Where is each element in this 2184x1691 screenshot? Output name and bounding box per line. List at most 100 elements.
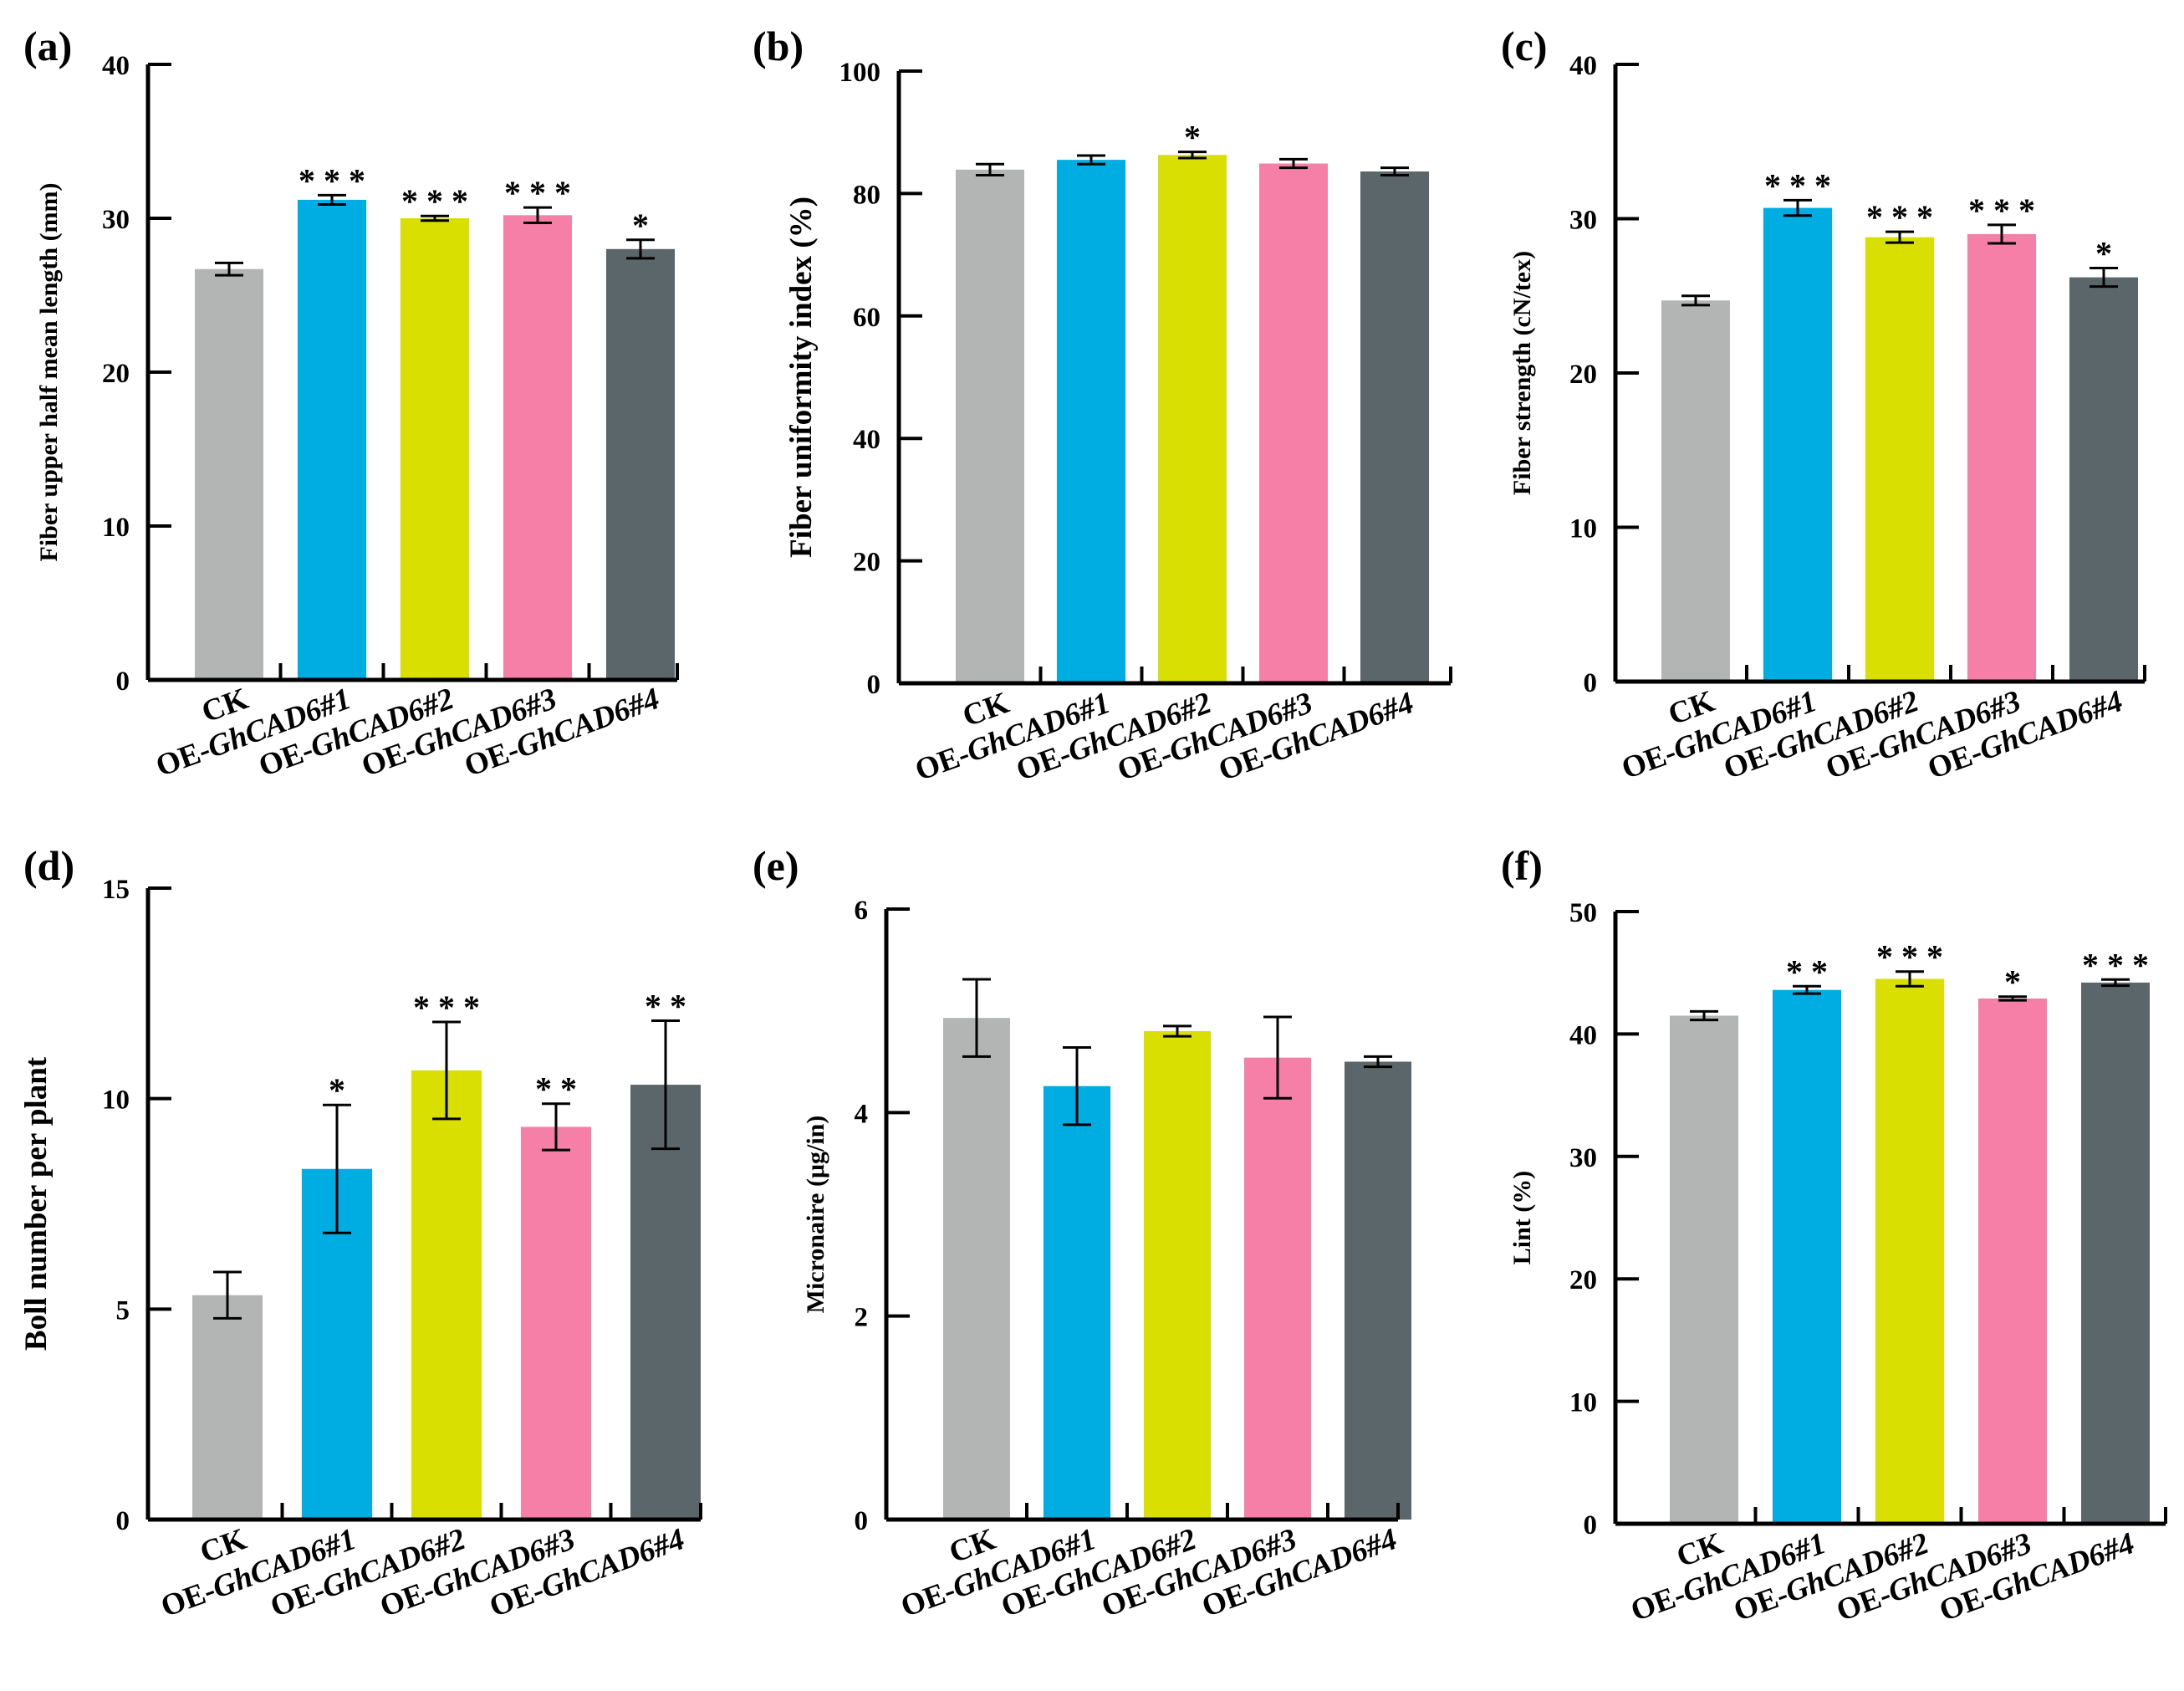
panel-label: (d) (23, 842, 74, 889)
y-tick-label: 50 (1569, 898, 1597, 928)
bar-OE-GhCAD6#1 (1044, 1086, 1110, 1520)
error-bar (2101, 978, 2130, 988)
error-bar (1690, 1009, 1718, 1022)
bar-OE-GhCAD6#3 (521, 1126, 591, 1520)
y-tick-label: 20 (102, 359, 130, 389)
error-bar (1178, 151, 1207, 160)
y-tick-label: 30 (1569, 206, 1597, 236)
error-bar (215, 261, 243, 277)
error-bar (432, 1020, 461, 1121)
y-tick-label: 10 (102, 1086, 130, 1116)
error-bar (1364, 1055, 1392, 1069)
error-bar (976, 162, 1004, 176)
significance-label: * * * (1764, 166, 1831, 204)
y-tick-label: 60 (853, 303, 880, 333)
error-bar (651, 1019, 680, 1151)
significance-label: * * * (401, 182, 468, 220)
bar-OE-GhCAD6#2 (1144, 1031, 1211, 1520)
bar-OE-GhCAD6#3 (1259, 163, 1328, 684)
bar-OE-GhCAD6#1 (1763, 207, 1832, 682)
y-tick-label: 15 (102, 875, 130, 905)
bar-OE-GhCAD6#2 (1158, 155, 1227, 683)
bar-CK (943, 1018, 1010, 1520)
error-bar (323, 1103, 351, 1234)
error-bar (318, 193, 346, 206)
y-tick-label: 10 (1569, 1388, 1597, 1418)
significance-label: * * * (1968, 192, 2035, 229)
error-bar (1681, 294, 1710, 307)
y-tick-label: 4 (855, 1099, 869, 1129)
error-bar (1077, 154, 1105, 166)
chart-panel-e: (e)Micronaire (μg/in)0246CKOE-GhCAD6#1OE… (753, 842, 1411, 1624)
error-bar (1885, 230, 1914, 244)
y-tick-label: 40 (102, 51, 130, 81)
significance-label: * (1184, 119, 1201, 156)
y-tick-label: 10 (1569, 514, 1597, 544)
y-tick-label: 2 (855, 1303, 869, 1333)
y-tick-label: 0 (1584, 1510, 1598, 1540)
y-tick-label: 30 (1569, 1143, 1597, 1173)
significance-label: * * (535, 1070, 577, 1108)
error-bar (213, 1270, 242, 1320)
bar-CK (1661, 300, 1730, 682)
y-tick-label: 30 (102, 205, 130, 235)
y-tick-label: 20 (1569, 360, 1597, 390)
error-bar (962, 978, 991, 1058)
bar-CK (1670, 1015, 1738, 1524)
error-bar (1793, 984, 1821, 995)
chart-panel-d: (d) Boll number per plant * * * * * * * * 0 5 10… (19, 842, 702, 1624)
y-axis-title: Lint (%) (1508, 1171, 1536, 1265)
bar-OE-GhCAD6#3 (503, 215, 572, 680)
bar-OE-GhCAD6#1 (298, 199, 366, 681)
bar-CK (195, 268, 263, 680)
significance-label: * * * (504, 174, 571, 212)
error-bar (1998, 995, 2027, 1002)
bar-OE-GhCAD6#1 (1057, 160, 1125, 683)
significance-label: * * (645, 988, 686, 1025)
panel-label: (e) (753, 842, 799, 889)
bar-OE-GhCAD6#2 (1875, 978, 1944, 1524)
significance-label: * (329, 1071, 345, 1109)
bar-OE-GhCAD6#3 (1244, 1057, 1311, 1520)
y-axis-title: Fiber upper half mean length (mm) (35, 182, 63, 561)
chart-panel-a: (a) Fiber upper half mean length (mm) * * … (23, 23, 679, 784)
bar-OE-GhCAD6#4 (1360, 171, 1429, 684)
y-tick-label: 0 (116, 1506, 130, 1536)
bar-CK (956, 169, 1024, 684)
error-bar (1380, 166, 1409, 176)
y-tick-label: 0 (867, 670, 881, 700)
y-tick-label: 40 (853, 425, 880, 455)
y-tick-label: 20 (1569, 1265, 1597, 1295)
y-tick-label: 0 (855, 1506, 869, 1536)
error-bar (542, 1102, 570, 1152)
chart-panel-b: (b) Fiber uniformity index (%) * 0 20 40 60 80 1… (753, 23, 1452, 788)
bar-OE-GhCAD6#3 (1978, 998, 2047, 1524)
bar-OE-GhCAD6#1 (1773, 989, 1841, 1524)
y-tick-label: 100 (839, 58, 881, 88)
error-bar (1279, 157, 1308, 170)
significance-label: * (632, 207, 649, 244)
y-tick-label: 10 (102, 513, 130, 543)
panel-label: (f) (1501, 842, 1543, 889)
y-tick-label: 5 (116, 1295, 130, 1326)
y-axis-title: Fiber uniformity index (%) (784, 197, 819, 558)
chart-panel-f: (f)Lint (%)* * * * ** * * *01020304050CKOE… (1501, 842, 2167, 1628)
error-bar (523, 206, 552, 225)
y-tick-label: 0 (1584, 668, 1598, 698)
bar-OE-GhCAD6#2 (401, 218, 469, 680)
y-tick-label: 6 (855, 896, 869, 926)
y-tick-label: 40 (1569, 1020, 1597, 1050)
significance-label: * (2095, 235, 2112, 273)
error-bar (1783, 198, 1812, 217)
significance-label: * * * (1866, 198, 1933, 236)
bar-OE-GhCAD6#4 (2081, 982, 2150, 1524)
significance-label: * * * (413, 989, 480, 1026)
y-axis-title: Boll number per plant (19, 1056, 54, 1351)
y-axis-title: Micronaire (μg/in) (802, 1116, 829, 1314)
bar-OE-GhCAD6#4 (1345, 1061, 1411, 1520)
error-bar (1063, 1045, 1091, 1126)
significance-label: * (2004, 963, 2021, 1001)
y-tick-label: 80 (853, 180, 880, 210)
bar-OE-GhCAD6#4 (630, 1085, 701, 1520)
